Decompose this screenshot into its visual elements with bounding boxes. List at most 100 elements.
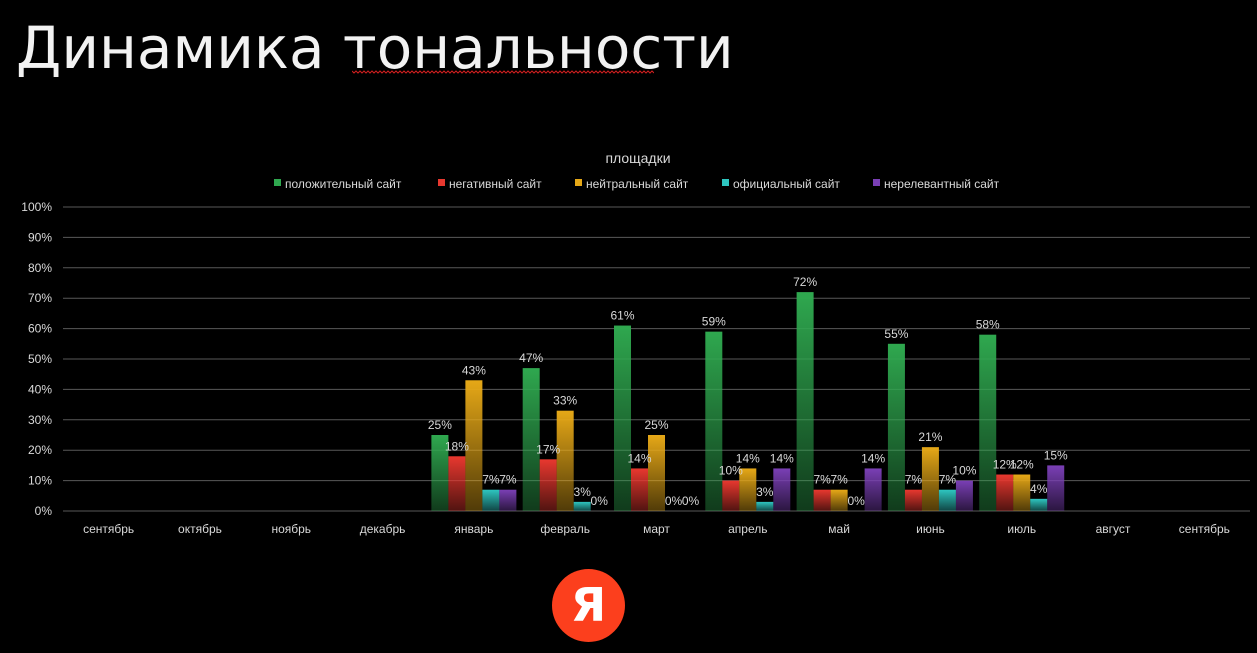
data-label: 59% (702, 315, 726, 329)
bar (722, 480, 740, 511)
data-label: 4% (1030, 482, 1048, 496)
bar (830, 489, 848, 511)
bar (756, 501, 774, 511)
x-tick-label: август (1096, 522, 1131, 536)
x-tick-label: май (828, 522, 850, 536)
bar (482, 489, 500, 511)
y-tick-label: 90% (28, 230, 52, 244)
data-label: 10% (719, 464, 743, 478)
bar (522, 368, 540, 511)
slide-title: Динамика тональности (16, 14, 734, 82)
data-label: 0% (665, 494, 683, 508)
bar (996, 474, 1014, 511)
x-tick-label: февраль (540, 522, 590, 536)
data-label: 10% (952, 464, 976, 478)
data-label: 7% (813, 473, 831, 487)
legend-swatch (575, 179, 582, 186)
data-label: 58% (976, 318, 1000, 332)
y-tick-label: 70% (28, 291, 52, 305)
legend: положительный сайт негативный сайт нейтрал… (274, 177, 1000, 191)
bar (614, 325, 631, 511)
data-label: 14% (736, 451, 760, 465)
x-tick-label: декабрь (360, 522, 406, 536)
data-label: 0% (591, 494, 609, 508)
y-tick-label: 0% (35, 504, 53, 518)
data-label: 43% (462, 363, 486, 377)
yandex-logo-letter: Я (570, 577, 607, 632)
data-label: 47% (519, 351, 543, 365)
legend-label: положительный сайт (285, 177, 402, 191)
x-tick-label: октябрь (178, 522, 222, 536)
data-label: 33% (553, 394, 577, 408)
bar (631, 468, 648, 511)
spellcheck-underline (352, 70, 654, 74)
data-label: 7% (905, 473, 923, 487)
data-label: 25% (428, 418, 452, 432)
data-label: 15% (1044, 448, 1068, 462)
data-label: 7% (830, 473, 848, 487)
bar (739, 468, 757, 511)
legend-item: негативный сайт (438, 177, 542, 191)
bar (921, 447, 939, 511)
x-tick-label: сентябрь (1179, 522, 1230, 536)
y-axis: 0% 10% 20% 30% 40% 50% 60% 70% 80% 90% 100% (21, 200, 52, 518)
data-label: 12% (1010, 458, 1034, 472)
x-tick-label: апрель (728, 522, 767, 536)
legend-label: нерелевантный сайт (884, 177, 1000, 191)
bar (1013, 474, 1031, 511)
bar (573, 501, 591, 511)
bar (705, 331, 723, 511)
bar (499, 489, 517, 511)
bar (448, 456, 466, 511)
y-tick-label: 20% (28, 443, 52, 457)
bar (979, 334, 997, 511)
x-tick-label: июнь (916, 522, 945, 536)
bar (539, 459, 557, 511)
y-tick-label: 60% (28, 322, 52, 336)
yandex-logo: Я (552, 569, 625, 642)
legend-item: официальный сайт (722, 177, 840, 191)
y-tick-label: 30% (28, 413, 52, 427)
legend-swatch (873, 179, 880, 186)
data-label: 55% (884, 327, 908, 341)
bar (955, 480, 973, 511)
legend-label: негативный сайт (449, 177, 542, 191)
data-label: 3% (756, 485, 774, 499)
bar (864, 468, 882, 511)
bar (796, 292, 814, 511)
data-label: 7% (482, 473, 500, 487)
legend-item: положительный сайт (274, 177, 402, 191)
y-tick-label: 80% (28, 261, 52, 275)
data-label: 12% (993, 458, 1017, 472)
data-label: 61% (610, 309, 634, 323)
y-tick-label: 10% (28, 474, 52, 488)
data-label: 14% (861, 451, 885, 465)
bar (556, 410, 574, 511)
bar (904, 489, 922, 511)
bar (773, 468, 791, 511)
legend-item: нерелевантный сайт (873, 177, 1000, 191)
x-tick-label: ноябрь (271, 522, 311, 536)
legend-label: официальный сайт (733, 177, 840, 191)
bar (648, 435, 665, 511)
x-tick-label: июль (1007, 522, 1036, 536)
bar (431, 435, 449, 511)
data-label: 72% (793, 275, 817, 289)
legend-label: нейтральный сайт (586, 177, 689, 191)
data-label: 18% (445, 439, 469, 453)
legend-swatch (274, 179, 281, 186)
data-label: 14% (770, 451, 794, 465)
data-label: 14% (627, 451, 651, 465)
data-label: 7% (939, 473, 957, 487)
data-label: 17% (536, 442, 560, 456)
bar (1047, 465, 1065, 511)
x-axis: сентябрь октябрь ноябрь декабрь январь феврал… (83, 522, 1230, 536)
data-label: 0% (847, 494, 865, 508)
x-tick-label: март (643, 522, 670, 536)
bar (887, 343, 905, 511)
data-label: 7% (499, 473, 517, 487)
x-tick-label: сентябрь (83, 522, 134, 536)
x-tick-label: январь (454, 522, 493, 536)
bar (938, 489, 956, 511)
